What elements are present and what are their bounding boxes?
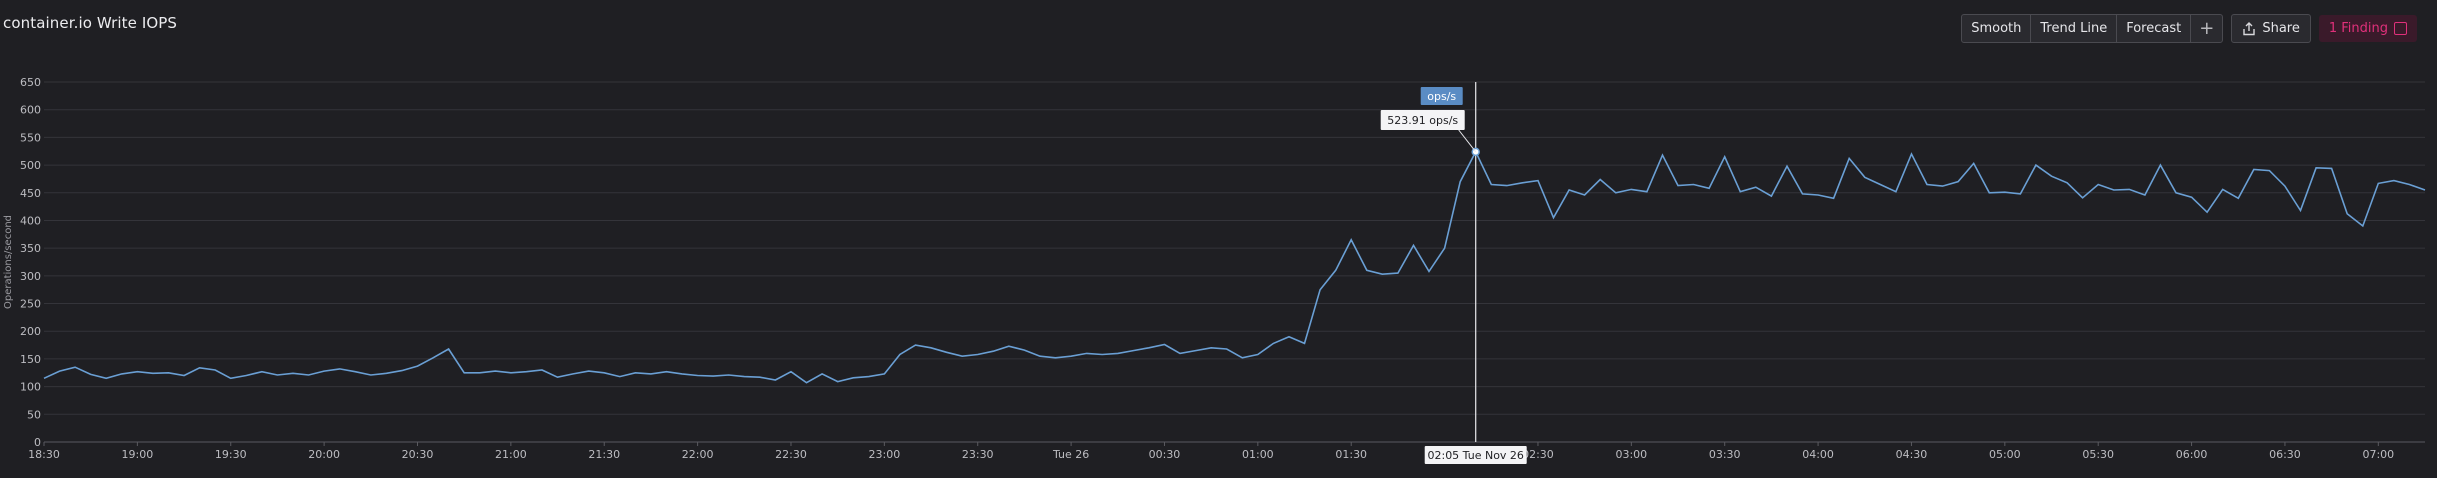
y-tick-label: 150: [20, 353, 41, 366]
y-tick-label: 50: [27, 408, 41, 421]
x-tick-label: 04:30: [1896, 448, 1928, 461]
x-tick-label: 19:00: [122, 448, 154, 461]
toolbar: Smooth Trend Line Forecast + Share 1 Fin…: [1961, 14, 2417, 43]
y-tick-label: 0: [34, 436, 41, 449]
x-tick-label: 23:30: [962, 448, 994, 461]
trend-line-button[interactable]: Trend Line: [2031, 15, 2118, 42]
share-button[interactable]: Share: [2231, 14, 2311, 43]
tooltip-value-label: 523.91 ops/s: [1387, 114, 1458, 127]
share-label: Share: [2262, 21, 2300, 36]
x-tick-label: 22:00: [682, 448, 714, 461]
series-line-ops: [43, 150, 2426, 384]
x-tick-label: 05:00: [1989, 448, 2021, 461]
tooltip-time-label: 02:05 Tue Nov 26: [1427, 449, 1523, 462]
y-tick-label: 600: [20, 104, 41, 117]
smooth-button[interactable]: Smooth: [1962, 15, 2032, 42]
hover-tooltip: ops/s 523.91 ops/s 02:05 Tue Nov 26: [1380, 82, 1527, 464]
y-tick-label: 100: [20, 381, 41, 394]
y-axis-ticks: 0 50 100 150 200 250 300 350 400 450 500 550 600 650: [20, 76, 41, 449]
x-axis-ticks: 18:30 19:00 19:30 20:00 20:30 21:00 21:30 22:00…: [28, 442, 2394, 461]
x-tick-label: 02:30: [1522, 448, 1554, 461]
y-tick-label: 500: [20, 159, 41, 172]
tooltip-time-box: [1424, 446, 1527, 464]
x-tick-label: 18:30: [28, 448, 60, 461]
share-icon: [2243, 21, 2256, 35]
tooltip-value-box: [1380, 110, 1465, 130]
x-tick-label: 03:30: [1709, 448, 1741, 461]
x-tick-label: 05:30: [2082, 448, 2114, 461]
tooltip-series-badge: [1420, 87, 1463, 105]
y-tick-label: 300: [20, 270, 41, 283]
x-tick-label: 19:30: [215, 448, 247, 461]
x-tick-label: 21:30: [588, 448, 620, 461]
x-tick-label: 01:30: [1335, 448, 1367, 461]
x-tick-label: 04:00: [1802, 448, 1834, 461]
y-tick-label: 200: [20, 325, 41, 338]
view-options-group: Smooth Trend Line Forecast +: [1961, 14, 2224, 43]
finding-icon: [2394, 22, 2407, 35]
tooltip-series-label: ops/s: [1427, 90, 1456, 103]
x-tick-label: Tue 26: [1052, 448, 1089, 461]
y-axis-label: Operations/second: [3, 215, 14, 309]
grid-lines: [44, 81, 2425, 443]
forecast-button[interactable]: Forecast: [2117, 15, 2192, 42]
x-tick-label: 22:30: [775, 448, 807, 461]
x-tick-label: 21:00: [495, 448, 527, 461]
y-tick-label: 350: [20, 242, 41, 255]
x-tick-label: 07:00: [2362, 448, 2394, 461]
y-tick-label: 250: [20, 298, 41, 311]
y-tick-label: 550: [20, 131, 41, 144]
chart-title: container.io Write IOPS: [3, 14, 178, 32]
x-tick-label: 01:00: [1242, 448, 1274, 461]
y-tick-label: 400: [20, 214, 41, 227]
add-icon[interactable]: +: [2199, 18, 2215, 39]
x-tick-label: 23:00: [869, 448, 901, 461]
x-tick-label: 20:30: [402, 448, 434, 461]
x-tick-label: 06:00: [2176, 448, 2208, 461]
finding-label: 1 Finding: [2328, 21, 2388, 36]
y-tick-label: 650: [20, 76, 41, 89]
y-tick-label: 450: [20, 187, 41, 200]
x-tick-label: 03:00: [1615, 448, 1647, 461]
finding-button[interactable]: 1 Finding: [2318, 15, 2417, 42]
x-tick-label: 06:30: [2269, 448, 2301, 461]
x-tick-label: 00:30: [1149, 448, 1181, 461]
x-tick-label: 20:00: [308, 448, 340, 461]
tooltip-leader-line: [1458, 129, 1477, 153]
